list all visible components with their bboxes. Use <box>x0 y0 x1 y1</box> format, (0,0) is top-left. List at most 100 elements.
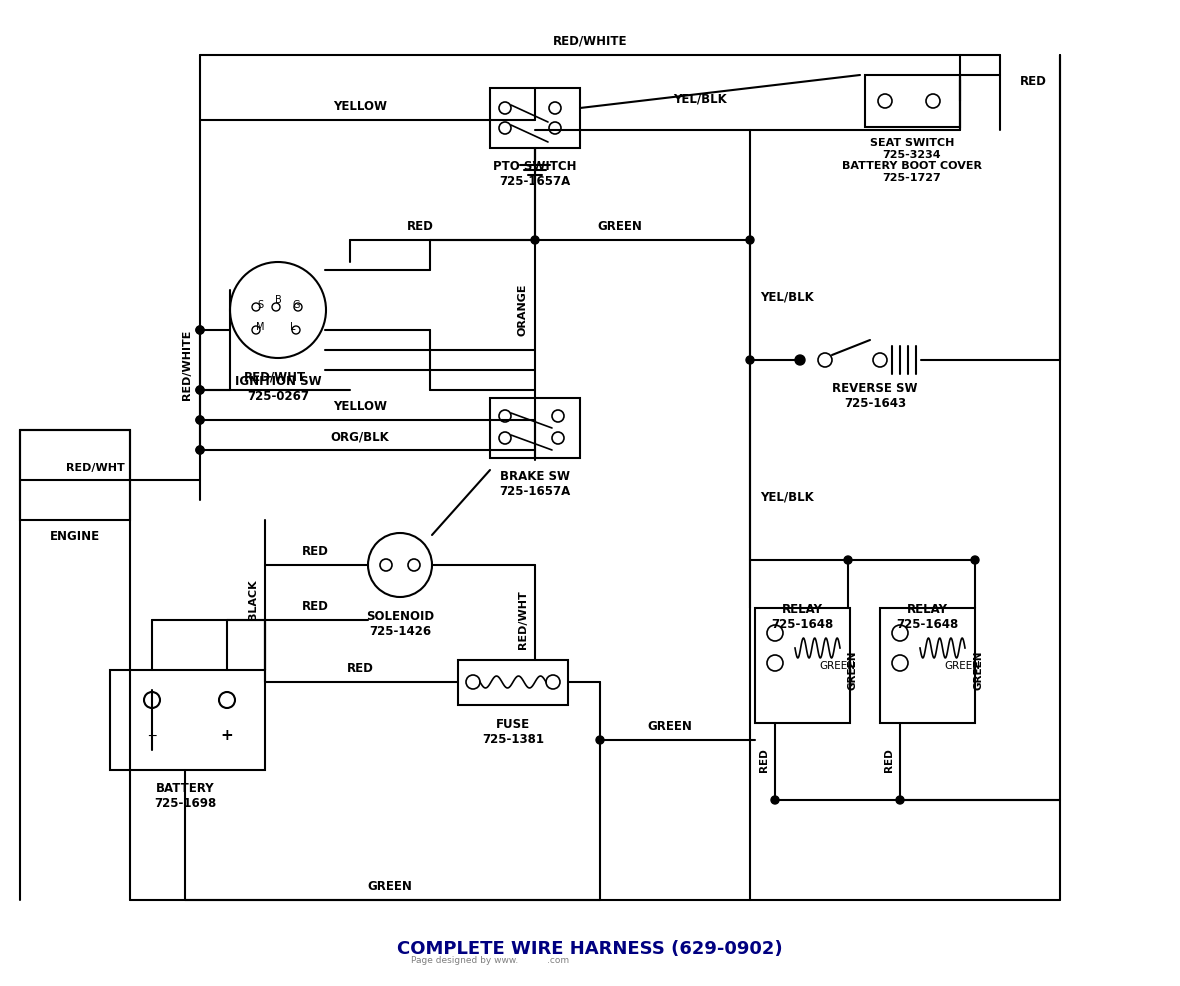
Circle shape <box>499 102 511 114</box>
Text: RED: RED <box>1020 75 1047 88</box>
Circle shape <box>253 303 260 311</box>
Text: L: L <box>290 322 296 332</box>
Text: BRAKE SW
725-1657A: BRAKE SW 725-1657A <box>499 470 571 498</box>
Text: RED: RED <box>347 662 373 675</box>
Circle shape <box>499 122 511 134</box>
Text: GREEN: GREEN <box>944 661 981 671</box>
Text: SEAT SWITCH
725-3234
BATTERY BOOT COVER
725-1727: SEAT SWITCH 725-3234 BATTERY BOOT COVER … <box>843 138 982 182</box>
Text: RED: RED <box>407 220 433 233</box>
Circle shape <box>878 94 892 108</box>
Text: COMPLETE WIRE HARNESS (629-0902): COMPLETE WIRE HARNESS (629-0902) <box>398 940 782 958</box>
Text: RED: RED <box>884 748 894 772</box>
Text: GREEN: GREEN <box>974 650 983 690</box>
Circle shape <box>499 410 511 422</box>
Text: RELAY
725-1648: RELAY 725-1648 <box>896 603 958 631</box>
Circle shape <box>291 326 300 334</box>
Circle shape <box>971 556 979 564</box>
Circle shape <box>273 303 280 311</box>
Circle shape <box>499 432 511 444</box>
Text: YELLOW: YELLOW <box>333 100 387 113</box>
Text: M: M <box>256 322 264 332</box>
Circle shape <box>552 410 564 422</box>
Circle shape <box>546 675 560 689</box>
Circle shape <box>767 625 784 641</box>
Bar <box>20 430 130 520</box>
Circle shape <box>767 655 784 671</box>
Text: BLACK: BLACK <box>248 580 258 620</box>
Bar <box>490 88 581 148</box>
Circle shape <box>219 692 235 708</box>
Text: YEL/BLK: YEL/BLK <box>760 290 814 303</box>
Bar <box>110 670 266 770</box>
Circle shape <box>196 326 204 334</box>
Circle shape <box>926 94 940 108</box>
Text: G: G <box>293 300 300 310</box>
Circle shape <box>294 303 302 311</box>
Circle shape <box>230 262 326 358</box>
Circle shape <box>196 416 204 424</box>
Text: YEL/BLK: YEL/BLK <box>760 490 814 503</box>
Circle shape <box>549 102 560 114</box>
Text: ORANGE: ORANGE <box>518 284 527 336</box>
Text: BATTERY
725-1698: BATTERY 725-1698 <box>153 782 216 810</box>
Bar <box>880 608 975 723</box>
Circle shape <box>844 556 852 564</box>
Circle shape <box>408 559 420 571</box>
Text: RED/WHITE: RED/WHITE <box>552 35 628 48</box>
Circle shape <box>818 353 832 367</box>
Circle shape <box>368 533 432 597</box>
Circle shape <box>549 122 560 134</box>
Text: RED: RED <box>302 545 328 558</box>
Circle shape <box>196 446 204 454</box>
Circle shape <box>196 416 204 424</box>
Text: RED/WHT: RED/WHT <box>518 591 527 650</box>
Text: ENGINE: ENGINE <box>50 530 100 543</box>
Bar <box>865 75 961 127</box>
Text: YEL/BLK: YEL/BLK <box>673 93 727 106</box>
Circle shape <box>380 559 392 571</box>
Text: GREEN: GREEN <box>597 220 642 233</box>
Text: GREEN: GREEN <box>819 661 856 671</box>
Text: +: + <box>221 728 234 743</box>
Text: B: B <box>275 295 281 305</box>
Circle shape <box>196 386 204 394</box>
Circle shape <box>771 796 779 804</box>
Text: RED: RED <box>759 748 769 772</box>
Bar <box>490 398 581 458</box>
Text: GREEN: GREEN <box>367 880 413 893</box>
Text: PTO SWITCH
725-1657A: PTO SWITCH 725-1657A <box>493 160 577 188</box>
Circle shape <box>746 356 754 364</box>
Circle shape <box>873 353 887 367</box>
Text: YELLOW: YELLOW <box>333 400 387 413</box>
Text: RED: RED <box>302 600 328 613</box>
Text: GREEN: GREEN <box>847 650 857 690</box>
Circle shape <box>144 692 160 708</box>
Circle shape <box>892 655 907 671</box>
Circle shape <box>253 326 260 334</box>
Circle shape <box>196 386 204 394</box>
Circle shape <box>896 796 904 804</box>
Text: RELAY
725-1648: RELAY 725-1648 <box>771 603 833 631</box>
Circle shape <box>531 236 539 244</box>
Text: ─: ─ <box>149 730 156 743</box>
Circle shape <box>196 446 204 454</box>
Text: Page designed by www.          .com: Page designed by www. .com <box>411 956 569 965</box>
Circle shape <box>892 625 907 641</box>
Text: S: S <box>257 300 263 310</box>
Bar <box>458 660 568 705</box>
Bar <box>755 608 850 723</box>
Text: REVERSE SW
725-1643: REVERSE SW 725-1643 <box>832 382 918 410</box>
Text: GREEN: GREEN <box>648 720 693 733</box>
Circle shape <box>196 326 204 334</box>
Circle shape <box>746 236 754 244</box>
Text: RED/WHT: RED/WHT <box>244 370 306 383</box>
Text: IGNITION SW
725-0267: IGNITION SW 725-0267 <box>235 375 321 403</box>
Text: SOLENOID
725-1426: SOLENOID 725-1426 <box>366 610 434 638</box>
Circle shape <box>596 736 604 744</box>
Text: FUSE
725-1381: FUSE 725-1381 <box>481 718 544 746</box>
Text: RED/WHITE: RED/WHITE <box>182 329 192 400</box>
Text: ORG/BLK: ORG/BLK <box>330 430 389 443</box>
Text: RED/WHT: RED/WHT <box>66 463 124 473</box>
Circle shape <box>466 675 480 689</box>
Circle shape <box>795 355 805 365</box>
